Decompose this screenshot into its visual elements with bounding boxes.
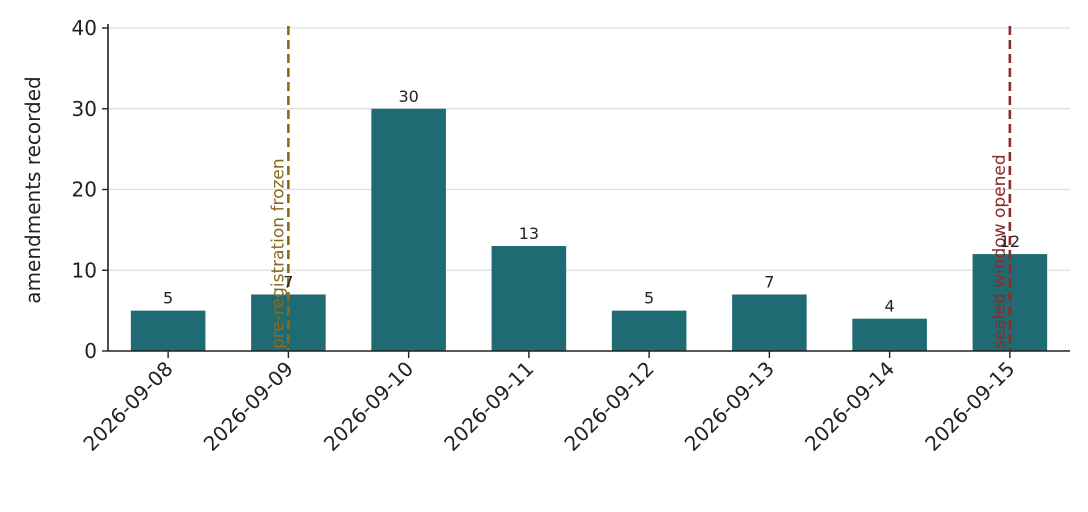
x-tick-label: 2026-09-12 bbox=[559, 357, 658, 456]
bar-value-label: 7 bbox=[764, 272, 774, 291]
bar bbox=[371, 108, 446, 351]
bar bbox=[852, 318, 927, 351]
x-tick-label: 2026-09-08 bbox=[78, 357, 177, 456]
grid-lines bbox=[108, 27, 1070, 271]
y-tick-label: 0 bbox=[84, 339, 97, 363]
y-tick-label: 40 bbox=[72, 16, 97, 40]
data-labels: 5 7 30 13 5 7 4 12 bbox=[163, 87, 1020, 316]
annotations: pre-registration frozen sealed window ope… bbox=[268, 26, 1012, 351]
bar bbox=[611, 310, 687, 351]
bar bbox=[732, 294, 807, 351]
x-tick-label: 2026-09-11 bbox=[439, 357, 538, 456]
bar bbox=[491, 246, 567, 351]
y-axis-title: amendments recorded bbox=[21, 76, 45, 303]
bar-value-label: 5 bbox=[163, 289, 173, 308]
x-tick-label: 2026-09-10 bbox=[319, 357, 418, 456]
bar-value-label: 13 bbox=[519, 224, 539, 243]
annotation-label: sealed window opened bbox=[990, 154, 1010, 349]
y-tick-label: 30 bbox=[72, 97, 97, 121]
y-tick-label: 20 bbox=[72, 178, 97, 202]
x-tick-label: 2026-09-15 bbox=[920, 357, 1019, 456]
bar-value-label: 7 bbox=[283, 272, 293, 291]
bar-value-label: 12 bbox=[1000, 232, 1020, 251]
bar bbox=[130, 310, 206, 351]
x-tick-label: 2026-09-09 bbox=[199, 357, 298, 456]
annotation-label: pre-registration frozen bbox=[268, 158, 288, 349]
bar-value-label: 30 bbox=[398, 87, 418, 106]
y-tick-label: 10 bbox=[72, 258, 97, 282]
x-tick-label: 2026-09-14 bbox=[800, 357, 899, 456]
bar-value-label: 4 bbox=[885, 297, 895, 316]
bar-value-label: 5 bbox=[644, 289, 654, 308]
x-tick-label: 2026-09-13 bbox=[680, 357, 779, 456]
